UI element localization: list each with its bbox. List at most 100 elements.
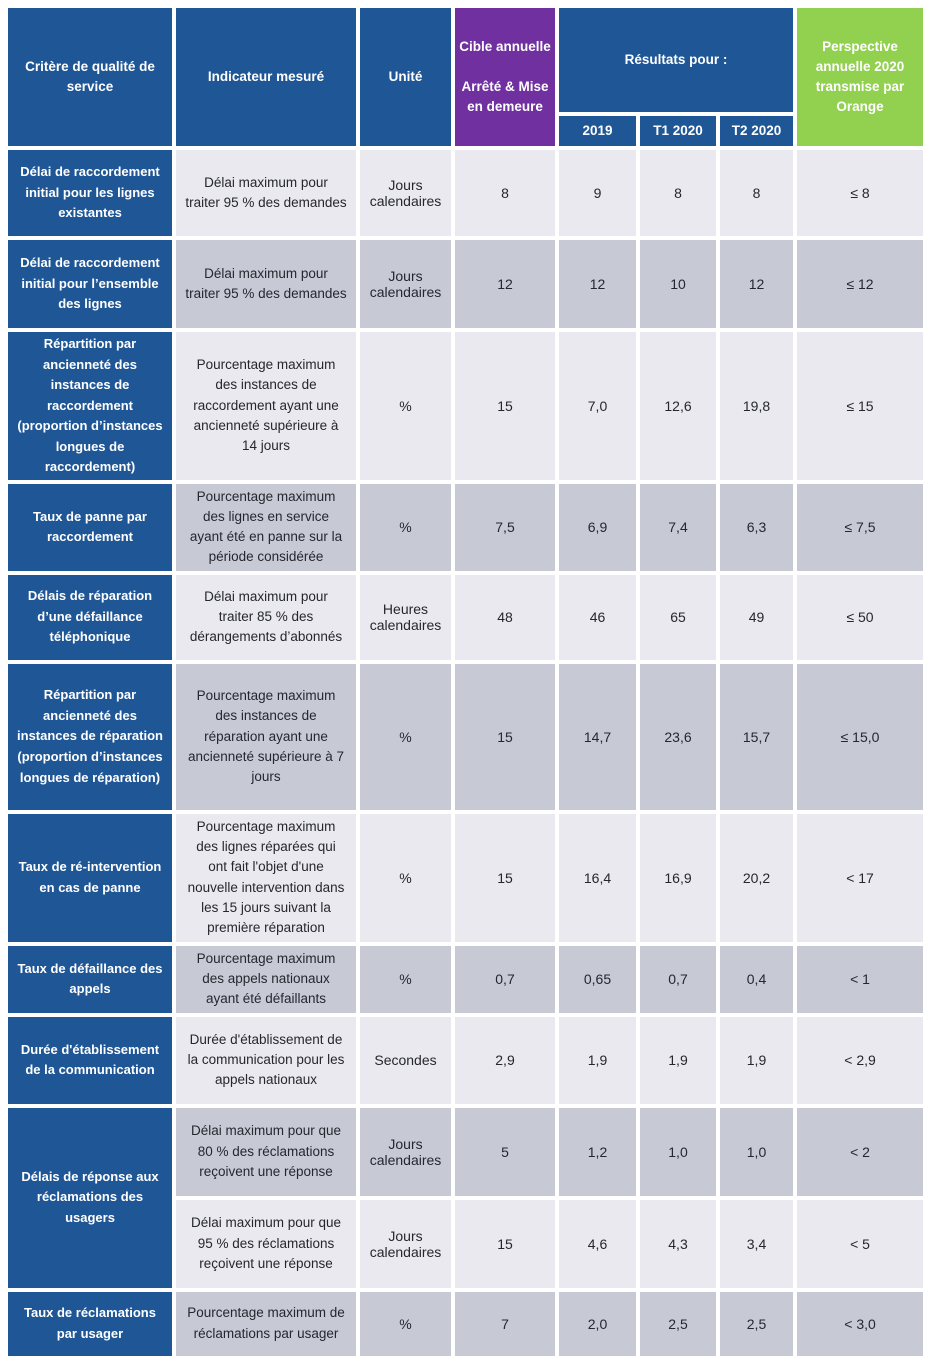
perspective-cell: ≤ 15 (797, 332, 924, 480)
indicator-cell: Délai maximum pour traiter 85 % des déra… (176, 574, 356, 660)
indicator-cell: Pourcentage maximum des instances de rac… (176, 332, 356, 480)
result-2019-cell: 9 (559, 150, 636, 236)
header-period-2019: 2019 (559, 116, 636, 146)
annual-target-cell: 7,5 (455, 483, 555, 571)
result-t1-2020-cell: 1,9 (640, 1016, 716, 1104)
criteria-cell: Taux de réclamations par usager (8, 1291, 172, 1356)
indicator-cell: Pourcentage maximum des lignes réparées … (176, 813, 356, 942)
perspective-cell: ≤ 8 (797, 150, 924, 236)
result-t1-2020-cell: 8 (640, 150, 716, 236)
criteria-cell: Répartition par ancienneté des instances… (8, 332, 172, 480)
perspective-cell: < 1 (797, 945, 924, 1013)
annual-target-cell: 5 (455, 1107, 555, 1196)
table-row: Taux de défaillance des appels Pourcentag… (8, 945, 924, 1013)
indicator-cell: Pourcentage maximum des appels nationaux… (176, 945, 356, 1013)
result-t2-2020-cell: 1,0 (720, 1107, 794, 1196)
criteria-cell: Taux de défaillance des appels (8, 945, 172, 1013)
header-period-t1-2020: T1 2020 (640, 116, 716, 146)
unit-cell: Heures calendaires (360, 574, 451, 660)
result-t2-2020-cell: 1,9 (720, 1016, 794, 1104)
criteria-cell: Délai de raccordement initial pour l’ens… (8, 240, 172, 328)
result-t2-2020-cell: 12 (720, 240, 794, 328)
unit-cell: Jours calendaires (360, 150, 451, 236)
header-perspective-orange: Perspective annuelle 2020 transmise par … (797, 8, 924, 146)
indicator-cell: Délai maximum pour traiter 95 % des dema… (176, 240, 356, 328)
perspective-cell: ≤ 50 (797, 574, 924, 660)
annual-target-cell: 15 (455, 332, 555, 480)
perspective-cell: ≤ 12 (797, 240, 924, 328)
unit-cell: Jours calendaires (360, 1107, 451, 1196)
header-indicator: Indicateur mesuré (176, 8, 356, 146)
header-period-t2-2020: T2 2020 (720, 116, 794, 146)
unit-cell: % (360, 483, 451, 571)
criteria-cell: Durée d'établissement de la communicatio… (8, 1016, 172, 1104)
indicator-cell: Pourcentage maximum de réclamations par … (176, 1291, 356, 1356)
annual-target-cell: 8 (455, 150, 555, 236)
result-2019-cell: 4,6 (559, 1199, 636, 1288)
table-row: Délai maximum pour que 95 % des réclamat… (8, 1199, 924, 1288)
result-t2-2020-cell: 15,7 (720, 663, 794, 810)
perspective-cell: < 2 (797, 1107, 924, 1196)
result-t2-2020-cell: 19,8 (720, 332, 794, 480)
result-2019-cell: 6,9 (559, 483, 636, 571)
result-2019-cell: 14,7 (559, 663, 636, 810)
indicator-cell: Pourcentage maximum des instances de rép… (176, 663, 356, 810)
table-body: Délai de raccordement initial pour les l… (8, 150, 924, 1356)
perspective-cell: < 5 (797, 1199, 924, 1288)
result-t2-2020-cell: 3,4 (720, 1199, 794, 1288)
header-unit: Unité (360, 8, 451, 146)
result-t2-2020-cell: 20,2 (720, 813, 794, 942)
result-2019-cell: 0,65 (559, 945, 636, 1013)
result-t1-2020-cell: 65 (640, 574, 716, 660)
perspective-cell: ≤ 7,5 (797, 483, 924, 571)
header-annual-target-line1: Cible annuelle (459, 38, 551, 54)
table-header: Critère de qualité de service Indicateur… (8, 8, 924, 146)
perspective-cell: < 2,9 (797, 1016, 924, 1104)
unit-cell: % (360, 1291, 451, 1356)
unit-cell: % (360, 332, 451, 480)
perspective-cell: < 3,0 (797, 1291, 924, 1356)
table-row: Délais de réponse aux réclamations des u… (8, 1107, 924, 1288)
indicator-cell: Pourcentage maximum des lignes en servic… (176, 483, 356, 571)
header-criteria: Critère de qualité de service (8, 8, 172, 146)
result-t2-2020-cell: 8 (720, 150, 794, 236)
result-t2-2020-cell: 49 (720, 574, 794, 660)
annual-target-cell: 15 (455, 663, 555, 810)
unit-cell: Jours calendaires (360, 240, 451, 328)
table-row: Taux de réclamations par usager Pourcenta… (8, 1291, 924, 1356)
result-2019-cell: 2,0 (559, 1291, 636, 1356)
indicator-cell: Délai maximum pour que 80 % des réclamat… (176, 1107, 356, 1196)
unit-cell: % (360, 663, 451, 810)
criteria-cell: Répartition par ancienneté des instances… (8, 663, 172, 810)
table-row: Répartition par ancienneté des instances… (8, 332, 924, 480)
annual-target-cell: 48 (455, 574, 555, 660)
result-2019-cell: 1,9 (559, 1016, 636, 1104)
table-row: Délai de raccordement initial pour l’ens… (8, 240, 924, 328)
header-annual-target: Cible annuelle Arrêté & Mise en demeure (455, 8, 555, 146)
header-row-main: Critère de qualité de service Indicateur… (8, 8, 924, 146)
annual-target-cell: 7 (455, 1291, 555, 1356)
result-t1-2020-cell: 23,6 (640, 663, 716, 810)
annual-target-cell: 12 (455, 240, 555, 328)
result-t1-2020-cell: 7,4 (640, 483, 716, 571)
result-t2-2020-cell: 0,4 (720, 945, 794, 1013)
annual-target-cell: 15 (455, 813, 555, 942)
result-2019-cell: 1,2 (559, 1107, 636, 1196)
table-row: Durée d'établissement de la communicatio… (8, 1016, 924, 1104)
result-t1-2020-cell: 0,7 (640, 945, 716, 1013)
perspective-cell: < 17 (797, 813, 924, 942)
result-t2-2020-cell: 2,5 (720, 1291, 794, 1356)
result-t1-2020-cell: 10 (640, 240, 716, 328)
result-2019-cell: 16,4 (559, 813, 636, 942)
quality-of-service-table: Critère de qualité de service Indicateur… (4, 4, 927, 1360)
table-row: Délai de raccordement initial pour les l… (8, 150, 924, 236)
result-t1-2020-cell: 4,3 (640, 1199, 716, 1288)
unit-cell: Jours calendaires (360, 1199, 451, 1288)
indicator-cell: Délai maximum pour que 95 % des réclamat… (176, 1199, 356, 1288)
result-2019-cell: 46 (559, 574, 636, 660)
table-row: Taux de ré-intervention en cas de panne P… (8, 813, 924, 942)
unit-cell: % (360, 945, 451, 1013)
perspective-cell: ≤ 15,0 (797, 663, 924, 810)
header-row-periods: 2019 T1 2020 T2 2020 (8, 116, 923, 146)
result-2019-cell: 12 (559, 240, 636, 328)
